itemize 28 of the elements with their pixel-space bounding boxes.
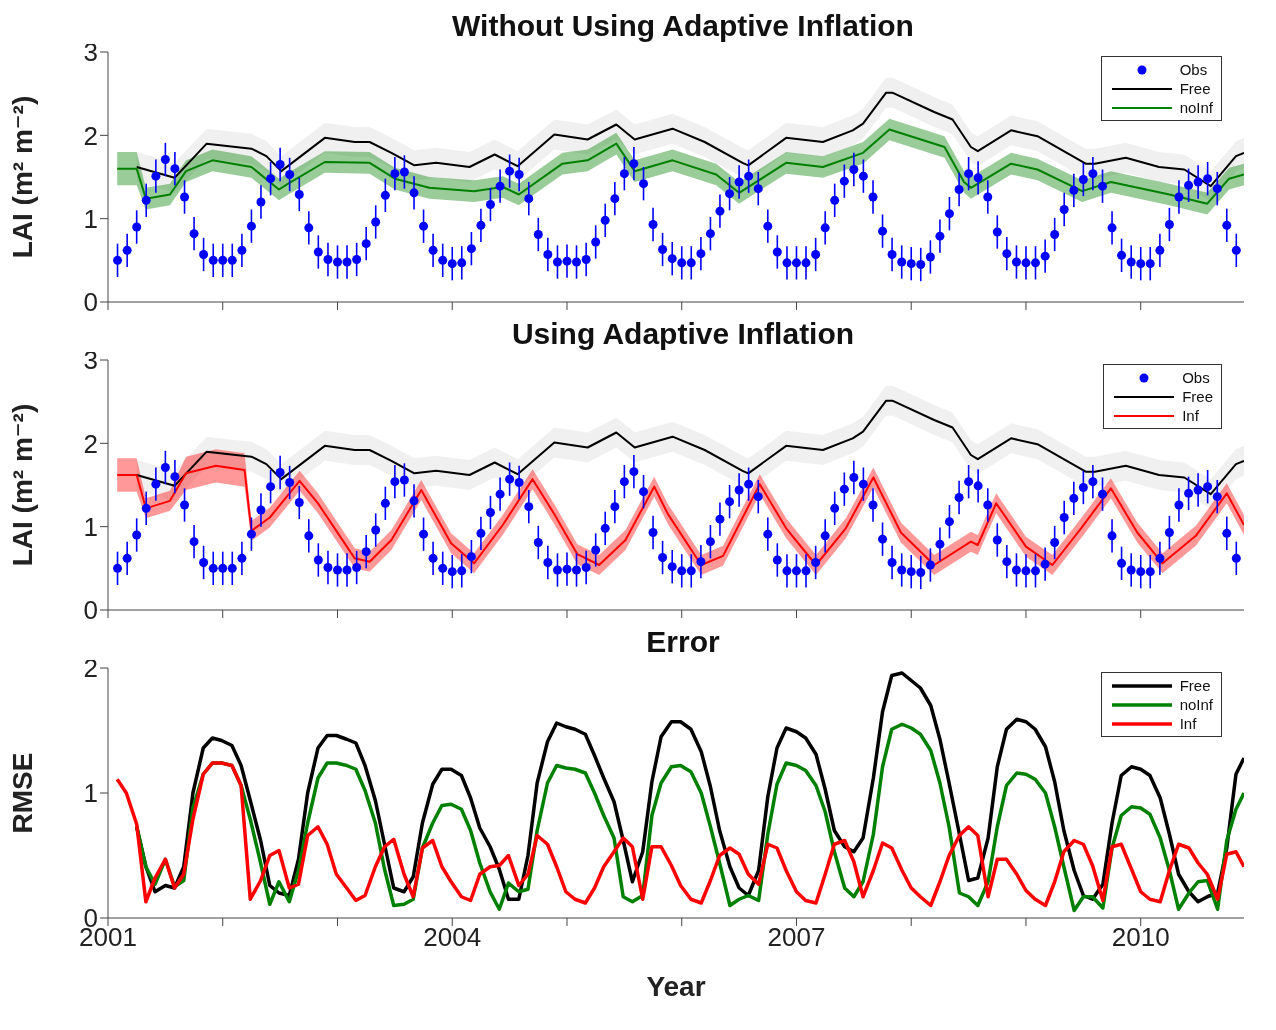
y-tick-label: 1 — [83, 203, 98, 234]
chart-title: Without Using Adaptive Inflation — [452, 9, 914, 42]
y-tick-label: 2 — [83, 120, 98, 151]
chart-title: Using Adaptive Inflation — [511, 317, 855, 350]
legend-label: Free — [1179, 80, 1211, 97]
y-axis-title: RMSE — [6, 752, 38, 834]
x-tick-label: 2004 — [423, 922, 482, 953]
y-axis-title: LAI (m² m⁻²) — [6, 95, 38, 259]
y-tick-label: 0 — [83, 287, 98, 318]
y-tick-label: 1 — [83, 778, 98, 809]
legend-label: Inf — [1182, 407, 1199, 424]
y-tick-label: 0 — [83, 595, 98, 626]
chart-title: Error — [646, 625, 720, 658]
legend-label: Inf — [1179, 715, 1197, 732]
line-series — [116, 128, 1244, 205]
legend-label: Obs — [1179, 61, 1208, 78]
x-tick-label: 2007 — [767, 922, 826, 953]
legend-label: noInf — [1179, 99, 1213, 116]
y-tick-label: 1 — [83, 511, 98, 542]
x-tick-label: 2010 — [1111, 922, 1170, 953]
y-axis-title: LAI (m² m⁻²) — [6, 403, 38, 567]
y-tick-label: 2 — [83, 428, 98, 459]
legend-label: Free — [1182, 388, 1213, 405]
legend-label: Obs — [1182, 369, 1210, 386]
x-axis-title: Year — [646, 971, 706, 1002]
legend-label: noInf — [1179, 696, 1213, 713]
line-series — [115, 761, 1244, 908]
legend-label: Free — [1179, 677, 1211, 694]
